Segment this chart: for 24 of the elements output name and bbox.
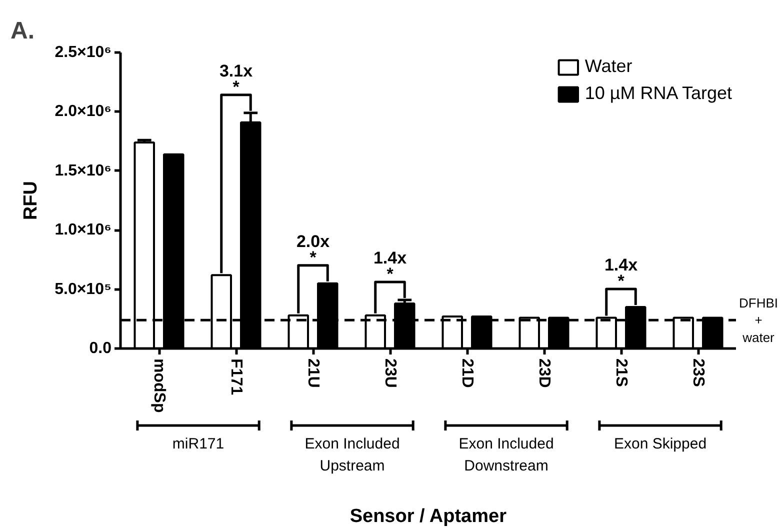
x-tick-label: 21U: [304, 358, 322, 388]
x-tick-label: 23D: [536, 358, 552, 388]
y-tick-label: 2.5×10⁶: [54, 44, 112, 61]
x-axis-title: Sensor / Aptamer: [350, 506, 508, 527]
x-tick-label: modSp: [150, 358, 168, 413]
text: Exon Included Upstream: [304, 436, 400, 475]
chart-title: A.: [10, 18, 34, 44]
x-tick-label: 23U: [382, 358, 398, 388]
x-tick-label: 23S: [690, 358, 706, 388]
y-tick-label: 2.0×10⁶: [54, 103, 112, 120]
text: Exon Skipped: [614, 436, 707, 452]
y-tick-label: 1.0×10⁶: [54, 222, 112, 239]
legend-label: Water: [584, 56, 632, 77]
x-tick-label: F171: [228, 358, 244, 396]
text: miR171: [172, 436, 224, 452]
x-tick-label: 21D: [458, 358, 476, 388]
y-axis-title: RFU: [20, 180, 42, 220]
y-tick-label: 0.0: [89, 340, 112, 357]
ref-line-label: DFHBI + water: [739, 295, 778, 345]
text: Exon Included Downstream: [458, 436, 554, 475]
y-tick-label: 5.0×10⁵: [54, 280, 112, 298]
y-tick-label: 1.5×10⁶: [54, 162, 112, 180]
legend-label: 10 µM RNA Target: [584, 83, 732, 104]
x-tick-label: 21S: [612, 358, 630, 388]
